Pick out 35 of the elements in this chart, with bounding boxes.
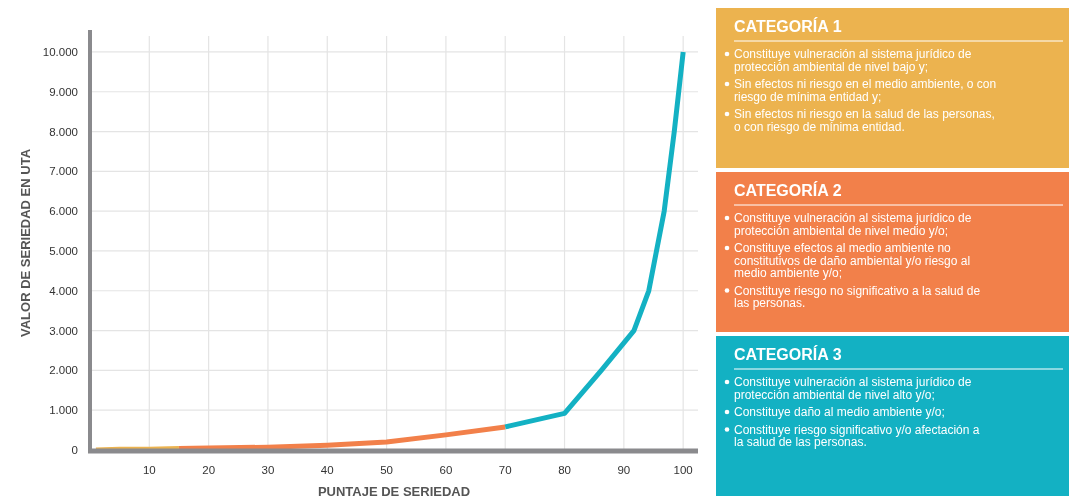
- category-label: CATEGORÍA 2: [734, 181, 842, 199]
- x-tick-label: 10: [142, 464, 156, 476]
- y-tick-label: 8.000: [49, 125, 78, 138]
- x-tick-label: 60: [439, 464, 453, 476]
- y-tick-label: 0: [71, 444, 78, 457]
- x-tick-label: 30: [261, 464, 275, 476]
- y-tick-label: 10.000: [42, 45, 78, 58]
- x-tick-label: 40: [320, 464, 334, 476]
- text: Constituye riesgo significativo y/o afectación a la salud de las personas.: [734, 422, 980, 449]
- x-tick-label: 20: [202, 464, 216, 476]
- y-tick-label: 6.000: [49, 205, 78, 218]
- x-axis-title: PUNTAJE DE SERIEDAD: [317, 484, 471, 498]
- y-tick-label: 2.000: [49, 364, 78, 377]
- text: Sin efectos ni riesgo en la salud de las personas, o con riesgo de mínima entidad.: [734, 107, 995, 134]
- text: Constituye vulneración al sistema jurídico de protección ambiental de nivel bajo y;: [734, 47, 972, 74]
- x-tick-label: 70: [498, 464, 512, 476]
- y-tick-label: 4.000: [49, 284, 78, 297]
- y-axis-title: VALOR DE SERIEDAD EN UTA: [18, 148, 33, 338]
- text: Constituye efectos al medio ambiente no constitutivos de daño ambiental y/o riesgo al medio ambiente y/o;: [734, 241, 971, 280]
- text: Constituye riesgo no significativo a la salud de las personas.: [734, 283, 981, 310]
- y-tick-label: 3.000: [49, 324, 78, 337]
- x-tick-label: 100: [673, 464, 693, 476]
- text: Constituye vulneración al sistema jurídico de protección ambiental de nivel alto y/o;: [734, 375, 972, 402]
- text: Constituye daño al medio ambiente y/o;: [734, 405, 945, 419]
- category-label: CATEGORÍA 1: [734, 17, 842, 35]
- x-tick-label: 90: [617, 464, 631, 476]
- y-tick-label: 1.000: [49, 404, 78, 417]
- x-tick-label: 80: [558, 464, 571, 476]
- category-label: CATEGORÍA 3: [734, 345, 842, 363]
- y-tick-label: 5.000: [49, 244, 78, 257]
- y-tick-label: 7.000: [49, 165, 78, 178]
- text: Sin efectos ni riesgo en el medio ambiente, o con riesgo de mínima entidad y;: [734, 77, 997, 104]
- y-tick-label: 9.000: [49, 85, 78, 98]
- text: Constituye vulneración al sistema jurídico de protección ambiental de nivel medio y/o;: [734, 211, 972, 238]
- x-tick-label: 50: [380, 464, 393, 476]
